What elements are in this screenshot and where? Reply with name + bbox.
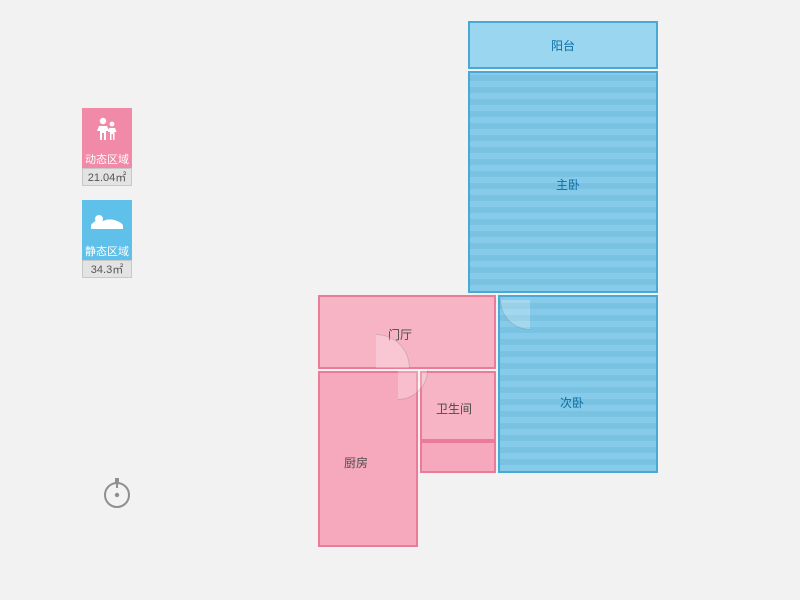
- floorplan-canvas: 动态区域 21.04㎡ 静态区域 34.3㎡ 阳台 主卧: [0, 0, 800, 600]
- room-bathroom: [420, 371, 496, 441]
- room-master-bedroom: [468, 71, 658, 293]
- legend-dynamic-label: 动态区域: [82, 150, 132, 168]
- legend-static-label: 静态区域: [82, 242, 132, 260]
- legend-static-value: 34.3㎡: [82, 260, 132, 278]
- people-icon: [82, 108, 132, 150]
- sleep-icon: [82, 200, 132, 242]
- floorplan-pink-extra: [420, 441, 496, 473]
- legend-dynamic: 动态区域 21.04㎡: [82, 108, 132, 186]
- texture-overlay: [470, 73, 656, 291]
- room-balcony: 阳台: [468, 21, 658, 69]
- legend-static: 静态区域 34.3㎡: [82, 200, 132, 278]
- room-balcony-label: 阳台: [551, 37, 575, 54]
- legend-dynamic-value: 21.04㎡: [82, 168, 132, 186]
- compass-icon: [100, 476, 134, 510]
